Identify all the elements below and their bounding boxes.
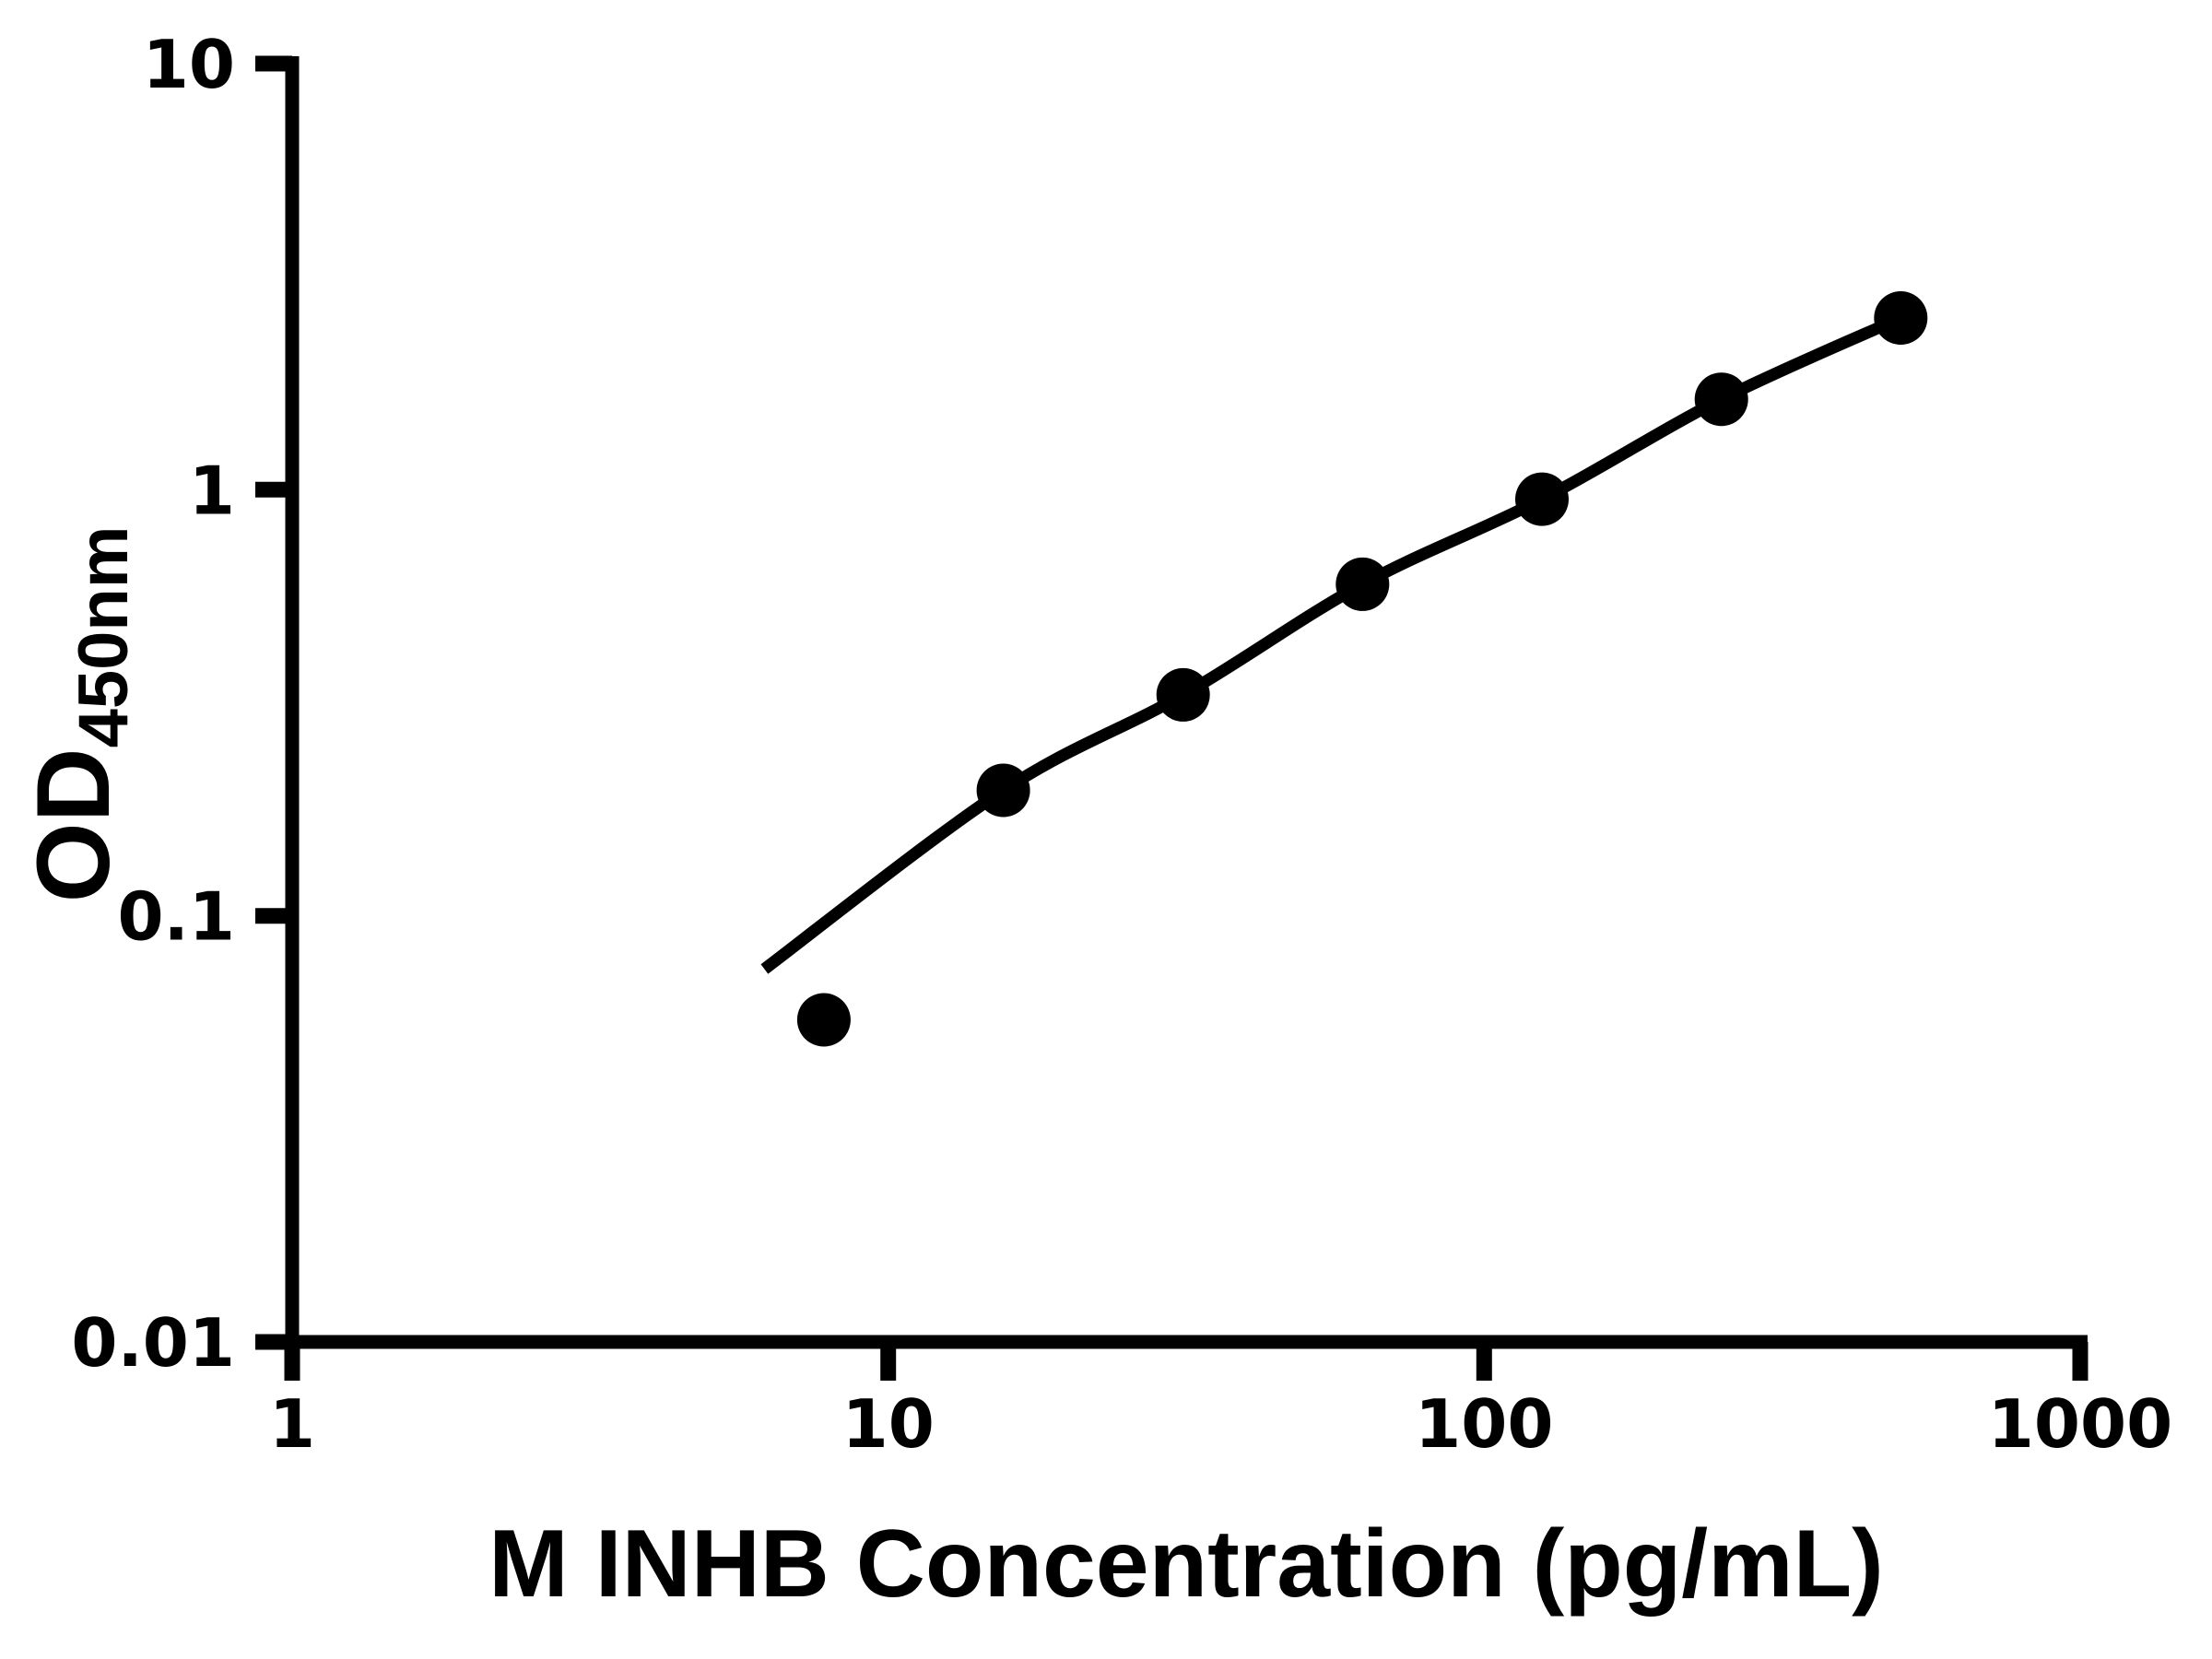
data-point (1515, 472, 1569, 526)
y-axis-title-subscript: 450nm (65, 526, 143, 748)
x-tick-label: 1 (269, 1385, 315, 1463)
y-axis-title: OD450nm (16, 526, 143, 903)
x-tick-label: 1000 (1988, 1385, 2172, 1463)
plot-area: 0.01 0.1 1 10 1 10 100 1000 (71, 26, 2172, 1463)
x-axis-title: M INHB Concentration (pg/mL) (488, 1511, 1884, 1618)
y-tick-label: 1 (189, 452, 235, 529)
y-tick-label: 10 (143, 26, 235, 103)
data-point (976, 763, 1030, 818)
y-tick-label: 0.01 (71, 1304, 235, 1382)
x-tick-label: 10 (842, 1385, 935, 1463)
y-tick-label: 0.1 (117, 878, 235, 956)
data-point (1874, 291, 1928, 345)
data-point (1156, 667, 1210, 722)
data-point (796, 993, 851, 1047)
y-axis-title-main: OD (16, 747, 131, 902)
data-point (1335, 557, 1390, 611)
x-tick-label: 100 (1415, 1385, 1553, 1463)
data-point (1694, 372, 1748, 427)
